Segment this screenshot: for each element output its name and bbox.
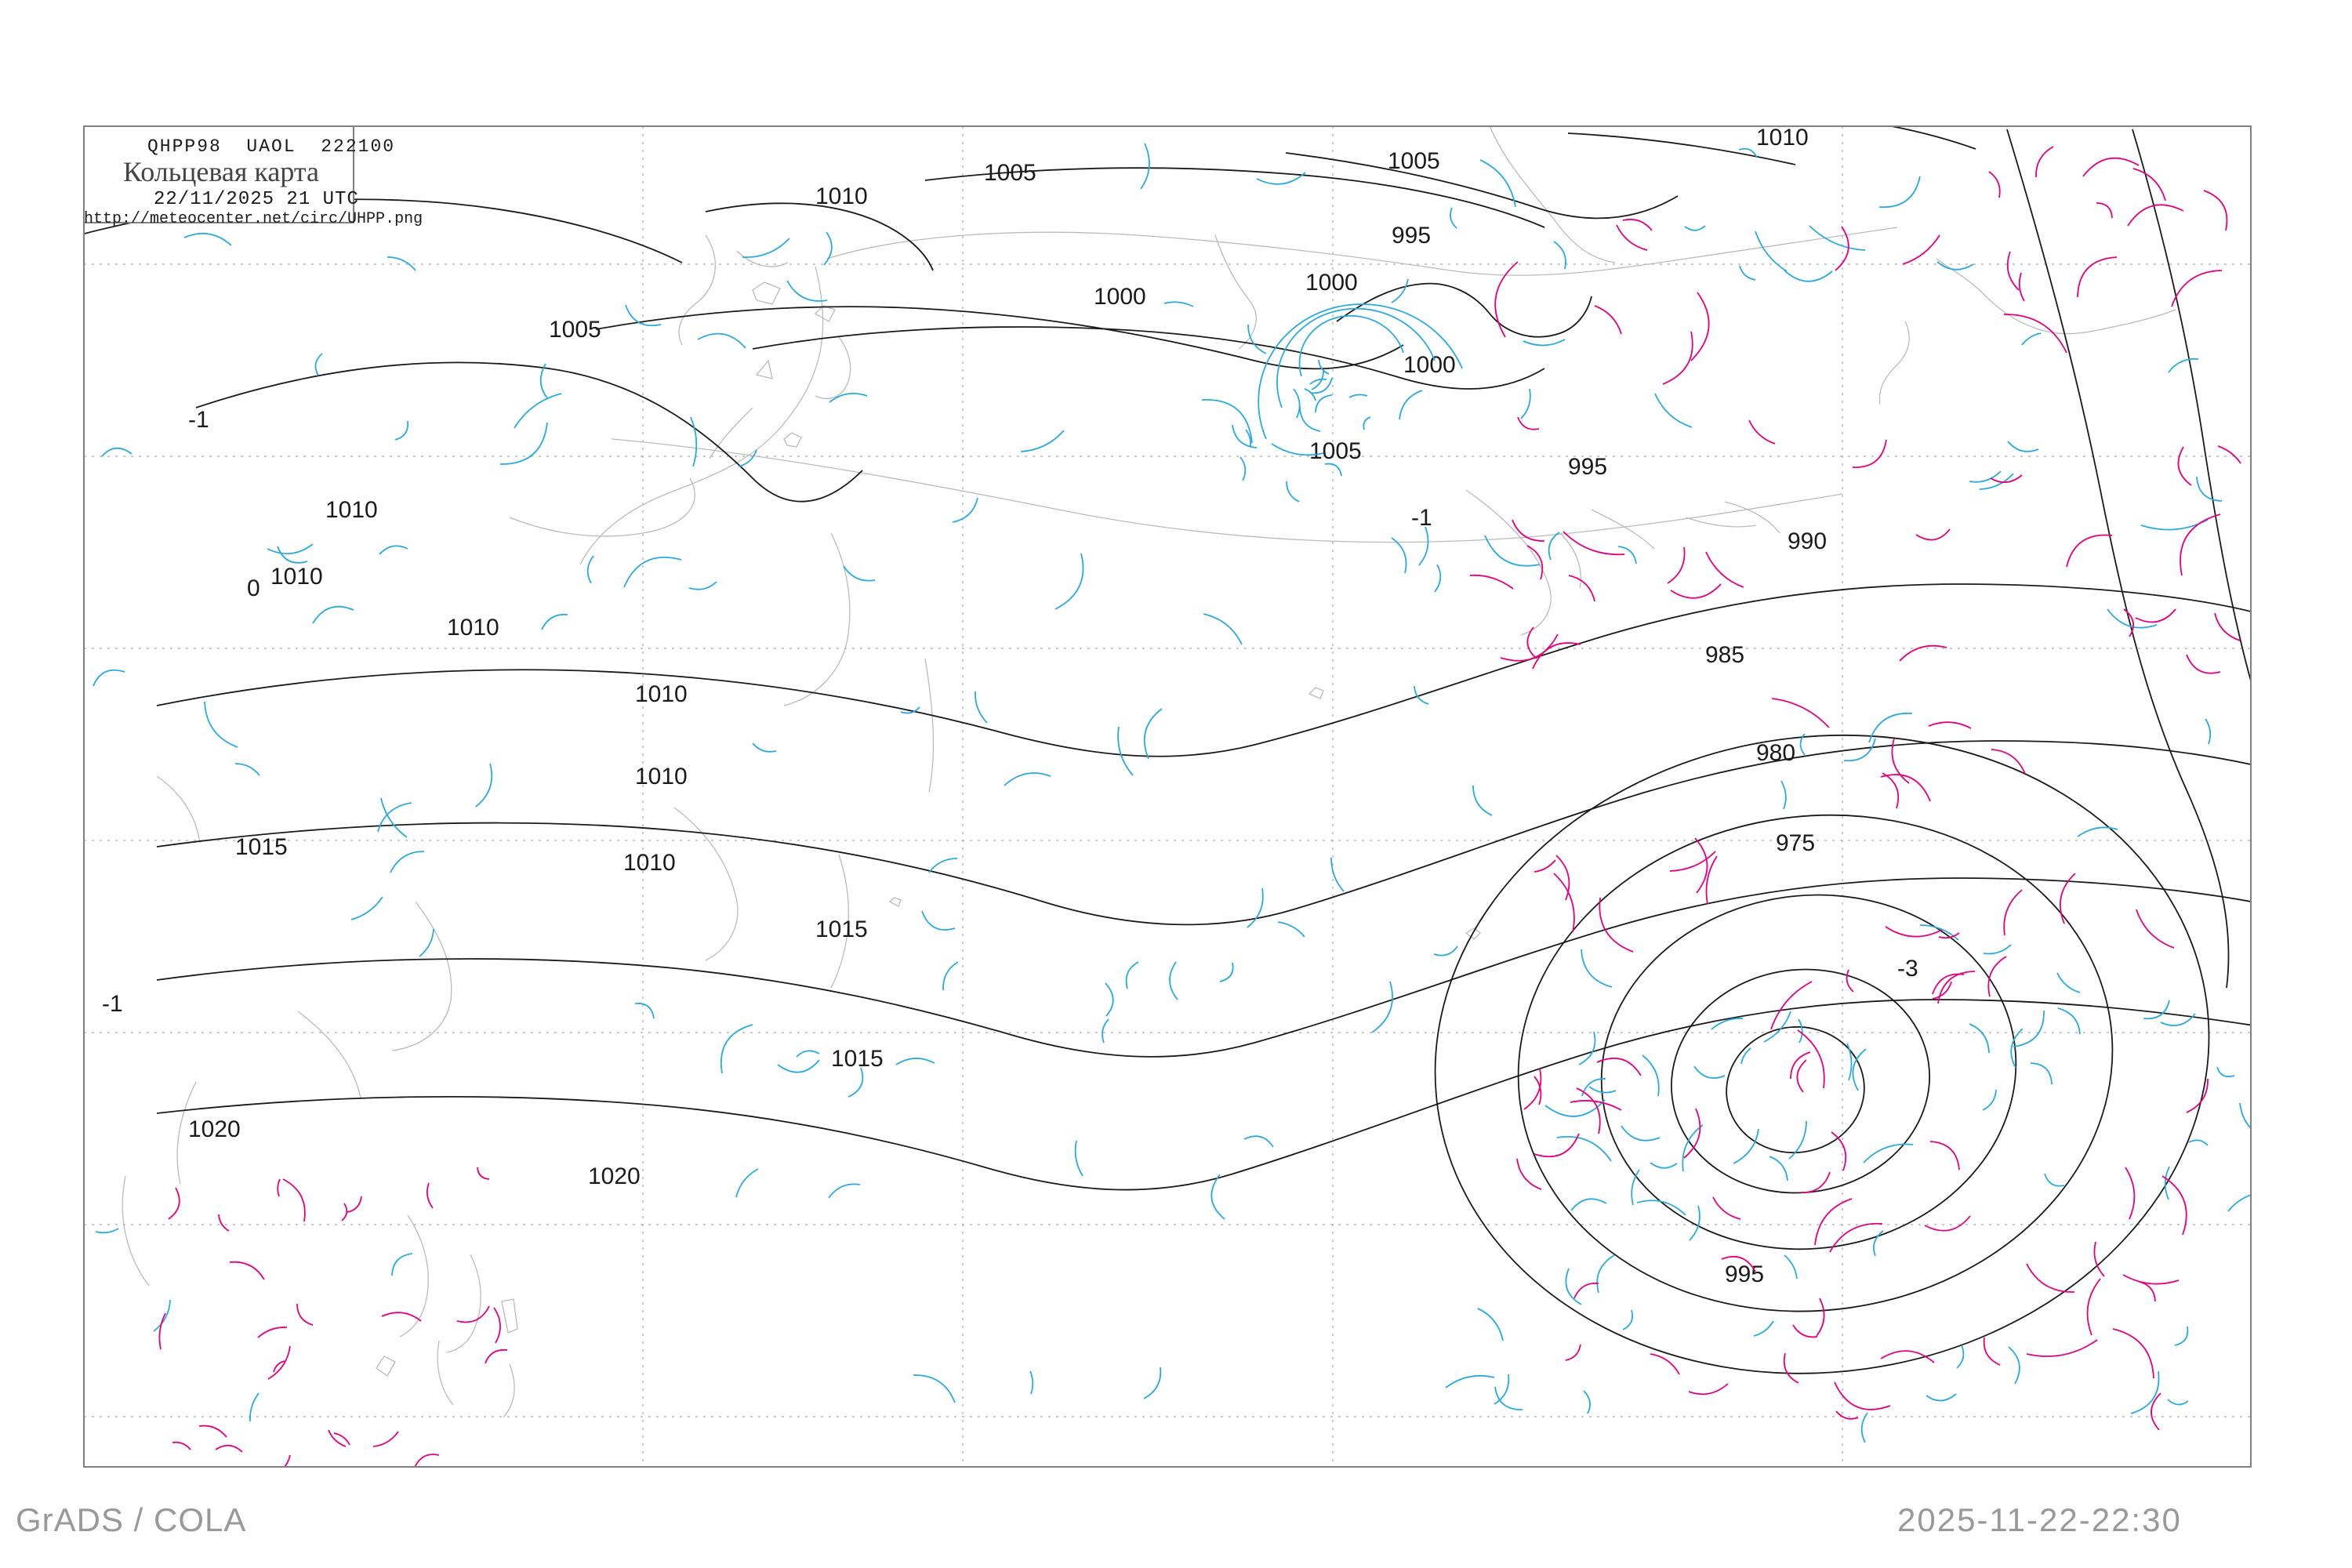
svg-text:0: 0 — [247, 575, 260, 601]
svg-text:975: 975 — [1776, 830, 1815, 856]
svg-text:1000: 1000 — [1305, 270, 1358, 296]
svg-text:1000: 1000 — [1403, 352, 1456, 378]
svg-text:995: 995 — [1392, 223, 1431, 249]
svg-text:985: 985 — [1705, 642, 1744, 668]
svg-text:1010: 1010 — [270, 564, 323, 590]
svg-text:1010: 1010 — [635, 764, 688, 789]
svg-text:995: 995 — [1725, 1261, 1764, 1287]
svg-text:-1: -1 — [1411, 505, 1432, 531]
svg-text:1010: 1010 — [815, 183, 868, 209]
svg-text:1010: 1010 — [325, 497, 378, 523]
svg-text:1005: 1005 — [984, 160, 1036, 186]
svg-text:1005: 1005 — [549, 317, 601, 343]
svg-text:995: 995 — [1568, 454, 1607, 480]
svg-text:1010: 1010 — [623, 850, 676, 876]
svg-text:1010: 1010 — [1756, 125, 1809, 151]
svg-text:1010: 1010 — [447, 615, 499, 641]
svg-text:1020: 1020 — [188, 1116, 241, 1142]
svg-text:990: 990 — [1788, 528, 1827, 554]
svg-text:-1: -1 — [102, 991, 123, 1017]
svg-text:1020: 1020 — [588, 1163, 641, 1189]
svg-text:-1: -1 — [188, 407, 209, 433]
svg-text:1005: 1005 — [1309, 438, 1362, 464]
svg-text:1005: 1005 — [1388, 148, 1440, 174]
svg-text:1015: 1015 — [815, 916, 868, 942]
svg-text:-3: -3 — [1897, 956, 1918, 982]
svg-text:980: 980 — [1756, 740, 1795, 766]
svg-text:1000: 1000 — [1094, 284, 1146, 310]
svg-text:1015: 1015 — [831, 1046, 884, 1072]
svg-text:1015: 1015 — [235, 834, 288, 860]
svg-text:1010: 1010 — [635, 681, 688, 707]
